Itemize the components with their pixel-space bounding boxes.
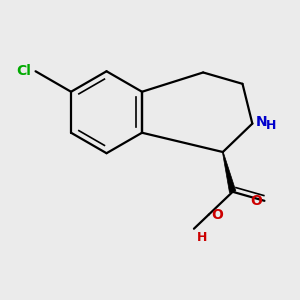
Text: O: O bbox=[211, 208, 223, 222]
Text: N: N bbox=[256, 115, 267, 129]
Polygon shape bbox=[222, 152, 236, 193]
Text: H: H bbox=[197, 231, 208, 244]
Text: O: O bbox=[250, 194, 262, 208]
Text: H: H bbox=[266, 119, 276, 132]
Text: Cl: Cl bbox=[16, 64, 31, 78]
